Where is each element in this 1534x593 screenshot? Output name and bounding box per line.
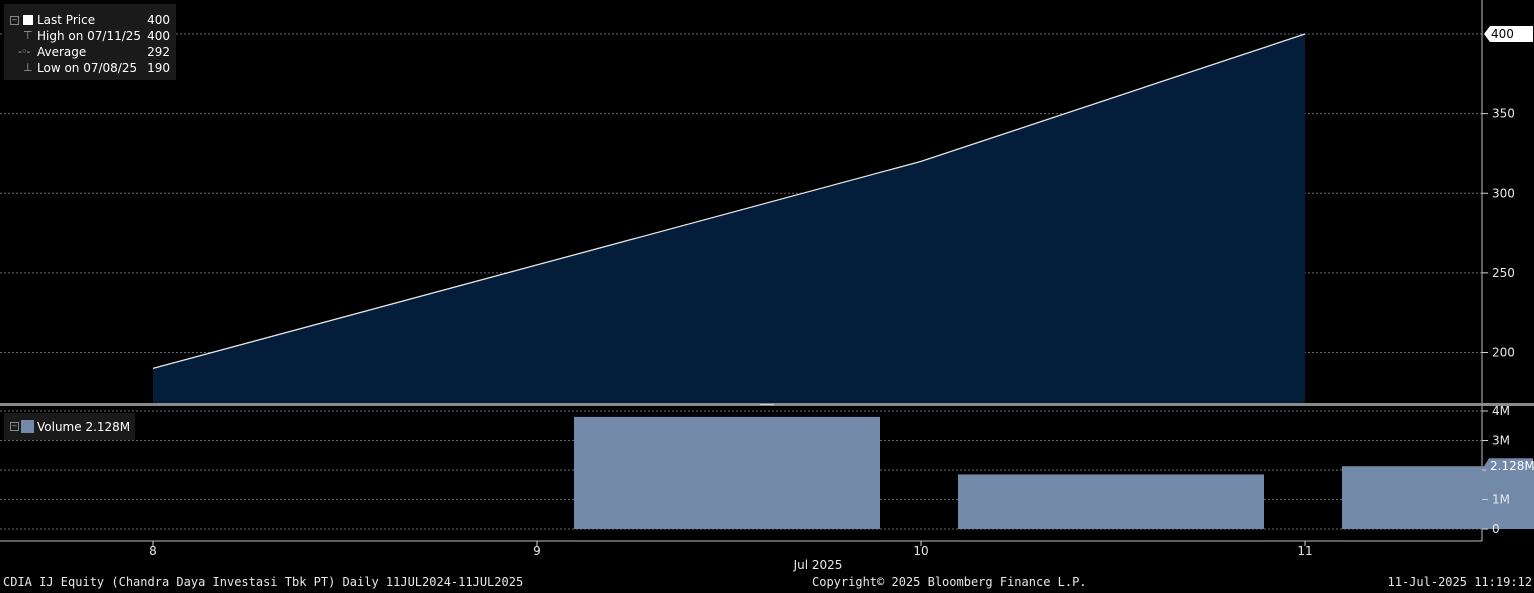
- collapse-toggle-icon[interactable]: −: [10, 16, 19, 25]
- price-area-fill: [153, 34, 1305, 404]
- footer-security-info: CDIA IJ Equity (Chandra Daya Investasi T…: [3, 575, 524, 589]
- footer-copyright: Copyright© 2025 Bloomberg Finance L.P.: [812, 575, 1087, 589]
- legend-label: Average: [37, 45, 87, 59]
- y-tick-label: 350: [1492, 107, 1515, 121]
- price-area-series: [152, 33, 1306, 404]
- volume-y-axis: 01M2M3M4M2.128M: [1482, 404, 1534, 536]
- y-tick-label: 4M: [1492, 404, 1510, 418]
- volume-legend-label: Volume 2.128M: [37, 420, 131, 434]
- legend-value: 400: [147, 29, 170, 43]
- price-line: [152, 33, 1306, 370]
- legend-row-low[interactable]: ⊥ Low on 07/08/25 190: [4, 60, 176, 76]
- x-tick-label: 11: [1297, 544, 1312, 558]
- current-price-tag: [1484, 26, 1533, 42]
- y-tick-label: 1M: [1492, 493, 1510, 507]
- legend-row-average[interactable]: -◦- Average 292: [4, 44, 176, 60]
- x-tick-label: 9: [533, 544, 541, 558]
- legend-value: 400: [147, 13, 170, 27]
- y-tick-label: 300: [1492, 186, 1515, 200]
- collapse-toggle-icon[interactable]: −: [10, 422, 19, 431]
- y-tick-label: 0: [1492, 522, 1500, 536]
- legend-row-last-price[interactable]: − Last Price 400: [4, 12, 176, 28]
- y-tick-label: 3M: [1492, 434, 1510, 448]
- current-volume-label: 2.128M: [1490, 459, 1534, 473]
- price-legend[interactable]: − Last Price 400 ⊤ High on 07/11/25 400 …: [4, 4, 176, 80]
- legend-label: High on 07/11/25: [37, 29, 142, 43]
- x-axis-month-label: Jul 2025: [793, 558, 843, 572]
- x-tick-label: 10: [913, 544, 928, 558]
- current-price-label: 400: [1491, 27, 1514, 41]
- y-tick-label: 250: [1492, 266, 1515, 280]
- date-x-axis: 8 9 10 11: [0, 540, 1482, 558]
- legend-value: 190: [147, 61, 170, 75]
- last-price-swatch: [23, 15, 33, 25]
- legend-value: 292: [147, 45, 170, 59]
- high-marker-icon: ⊤: [23, 29, 33, 42]
- legend-label: Low on 07/08/25: [37, 61, 138, 75]
- legend-label: Last Price: [37, 13, 96, 27]
- price-y-axis: 200 250 300 350 400: [1481, 0, 1533, 541]
- volume-swatch: [21, 420, 34, 433]
- volume-bars: [574, 416, 1534, 529]
- y-tick-label: 200: [1492, 346, 1515, 360]
- x-tick-label: 8: [149, 544, 157, 558]
- average-marker-icon: -◦-: [18, 45, 30, 58]
- volume-bar: [574, 416, 880, 529]
- footer-timestamp: 11-Jul-2025 11:19:12: [1387, 575, 1533, 589]
- current-volume-tag: [1484, 458, 1533, 475]
- volume-legend[interactable]: − Volume 2.128M: [4, 413, 135, 440]
- volume-bar: [958, 474, 1264, 529]
- low-marker-icon: ⊥: [23, 61, 33, 74]
- pane-divider[interactable]: [0, 403, 1534, 406]
- volume-bar: [1342, 466, 1534, 529]
- legend-row-high[interactable]: ⊤ High on 07/11/25 400: [4, 28, 176, 44]
